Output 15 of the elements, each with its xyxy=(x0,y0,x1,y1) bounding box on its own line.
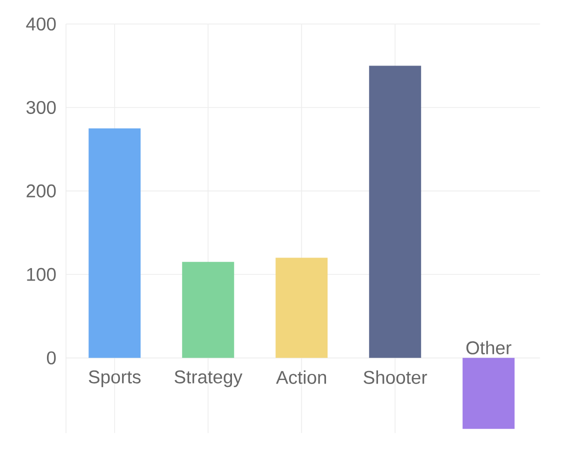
y-tick-label: 100 xyxy=(27,268,56,281)
x-tick-label: Action xyxy=(276,370,326,384)
bar xyxy=(88,128,141,358)
bar xyxy=(369,66,422,358)
bar xyxy=(182,262,234,358)
y-tick-label: 400 xyxy=(26,17,56,31)
x-tick-label: Strategy xyxy=(174,370,242,388)
x-tick-label: Sports xyxy=(88,370,141,388)
bar xyxy=(462,358,515,429)
x-tick-label: Shooter xyxy=(364,370,428,384)
y-tick-label: 200 xyxy=(26,184,56,198)
y-tick-label: 0 xyxy=(46,351,56,364)
y-tick-label: 300 xyxy=(26,100,56,114)
x-tick-label: Other xyxy=(466,340,512,354)
bar xyxy=(276,258,328,358)
